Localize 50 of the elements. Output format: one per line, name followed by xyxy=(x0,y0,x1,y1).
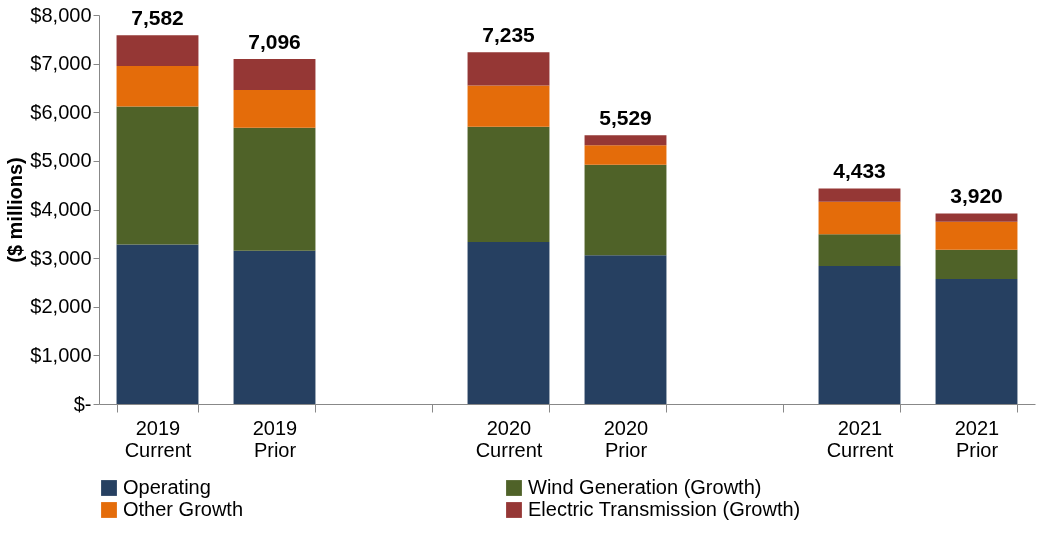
legend-label: Electric Transmission (Growth) xyxy=(528,498,801,520)
y-tick-label: $7,000 xyxy=(30,52,92,75)
y-tick-label: $5,000 xyxy=(30,149,92,172)
y-tick-label: $- xyxy=(73,392,92,415)
total-label: 7,096 xyxy=(248,29,301,53)
bar xyxy=(233,127,316,251)
bar xyxy=(116,66,199,107)
bar xyxy=(467,85,550,127)
legend-label: Wind Generation (Growth) xyxy=(528,476,762,498)
bar xyxy=(116,35,199,67)
bar xyxy=(467,52,550,86)
total-label: 3,920 xyxy=(950,184,1003,208)
x-tick-label: 2020 Prior xyxy=(603,416,649,461)
bar xyxy=(935,279,1018,404)
bar xyxy=(818,234,901,266)
total-label: 4,433 xyxy=(833,159,886,183)
bar xyxy=(233,58,316,90)
x-tick-label: 2019 Prior xyxy=(252,416,298,461)
total-label: 7,235 xyxy=(482,23,536,47)
bar xyxy=(584,164,667,256)
y-tick-label: $1,000 xyxy=(30,343,92,366)
bar xyxy=(818,188,901,202)
y-tick-label: $4,000 xyxy=(30,198,92,220)
bar xyxy=(935,249,1018,280)
bar xyxy=(467,126,550,243)
total-label: 7,582 xyxy=(131,6,184,30)
bar xyxy=(467,242,550,404)
y-axis-title: ($ millions) xyxy=(4,157,27,263)
legend-label: Other Growth xyxy=(123,498,244,520)
y-tick-label: $6,000 xyxy=(30,100,92,123)
bar xyxy=(116,244,199,404)
bar xyxy=(935,221,1018,250)
bar xyxy=(584,135,667,146)
bar xyxy=(116,106,199,245)
bar xyxy=(233,89,316,128)
bar xyxy=(818,201,901,235)
x-tick-label: 2021 Current xyxy=(826,416,894,461)
y-tick-label: $2,000 xyxy=(30,295,92,318)
bar xyxy=(935,213,1018,222)
bar xyxy=(233,250,316,404)
bar xyxy=(584,255,667,404)
x-tick-label: 2021 Prior xyxy=(954,416,1000,461)
y-tick-label: $3,000 xyxy=(30,246,92,269)
x-tick-label: 2019 Current xyxy=(124,416,192,461)
y-tick-label: $8,000 xyxy=(30,3,92,26)
total-label: 5,529 xyxy=(599,106,652,130)
x-tick-label: 2020 Current xyxy=(475,416,543,461)
bar xyxy=(584,145,667,165)
bar xyxy=(818,265,901,404)
legend-label: Operating xyxy=(123,476,211,498)
